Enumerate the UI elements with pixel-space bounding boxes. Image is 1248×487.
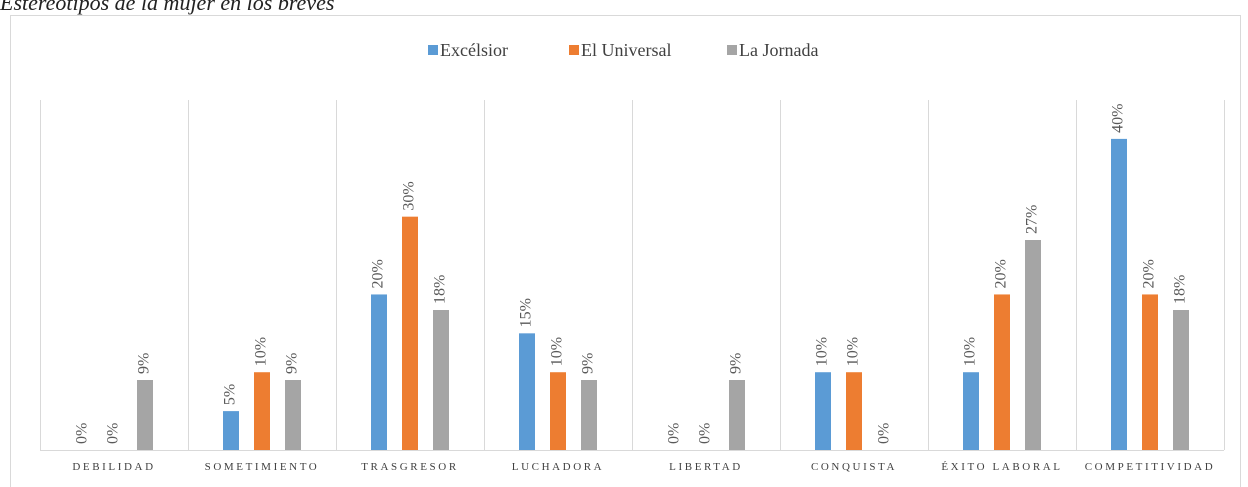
data-label: 10% (814, 337, 831, 366)
bar (1173, 310, 1189, 450)
x-tick-label: SOMETIMIENTO (205, 461, 320, 473)
bar (815, 372, 831, 450)
bar (994, 294, 1010, 450)
data-label: 10% (962, 337, 979, 366)
chart-frame (10, 15, 1241, 487)
bar (846, 372, 862, 450)
bar (433, 310, 449, 450)
data-label: 40% (1110, 104, 1127, 133)
x-tick-label: DEBILIDAD (72, 461, 155, 473)
legend-swatch (569, 45, 579, 55)
data-label: 18% (432, 275, 449, 304)
bar (223, 411, 239, 450)
legend-label: El Universal (581, 40, 671, 60)
data-label: 9% (284, 353, 301, 374)
data-label: 10% (845, 337, 862, 366)
data-label: 18% (1172, 275, 1189, 304)
legend-label: La Jornada (739, 40, 818, 60)
bar (285, 380, 301, 450)
legend-swatch (428, 45, 438, 55)
data-label: 0% (876, 423, 893, 444)
bar (402, 216, 418, 450)
x-tick-label: COMPETITIVIDAD (1085, 461, 1216, 473)
chart-title: Estereotipos de la mujer en los breves (0, 0, 334, 15)
data-label: 20% (1141, 259, 1158, 288)
data-label: 9% (136, 353, 153, 374)
data-label: 15% (518, 298, 535, 327)
data-label: 0% (697, 423, 714, 444)
data-label: 0% (74, 423, 91, 444)
x-tick-label: LIBERTAD (669, 461, 743, 473)
data-label: 0% (105, 423, 122, 444)
bar (1025, 240, 1041, 450)
x-tick-label: TRASGRESOR (361, 461, 459, 473)
bar (729, 380, 745, 450)
data-label: 20% (370, 259, 387, 288)
x-tick-label: CONQUISTA (811, 461, 897, 473)
data-label: 9% (580, 353, 597, 374)
data-label: 10% (549, 337, 566, 366)
data-label: 20% (993, 259, 1010, 288)
data-label: 27% (1024, 205, 1041, 234)
bar (581, 380, 597, 450)
bar (137, 380, 153, 450)
data-label: 9% (728, 353, 745, 374)
data-label: 30% (401, 181, 418, 210)
legend-swatch (727, 45, 737, 55)
legend-label: Excélsior (440, 40, 508, 60)
bar (371, 294, 387, 450)
x-tick-label: ÉXITO LABORAL (941, 461, 1062, 473)
data-label: 5% (222, 384, 239, 405)
bar (1111, 138, 1127, 450)
x-tick-label: LUCHADORA (512, 461, 604, 473)
bar (963, 372, 979, 450)
bar (519, 333, 535, 450)
bar (254, 372, 270, 450)
bar (550, 372, 566, 450)
bar (1142, 294, 1158, 450)
data-label: 0% (666, 423, 683, 444)
data-label: 10% (253, 337, 270, 366)
